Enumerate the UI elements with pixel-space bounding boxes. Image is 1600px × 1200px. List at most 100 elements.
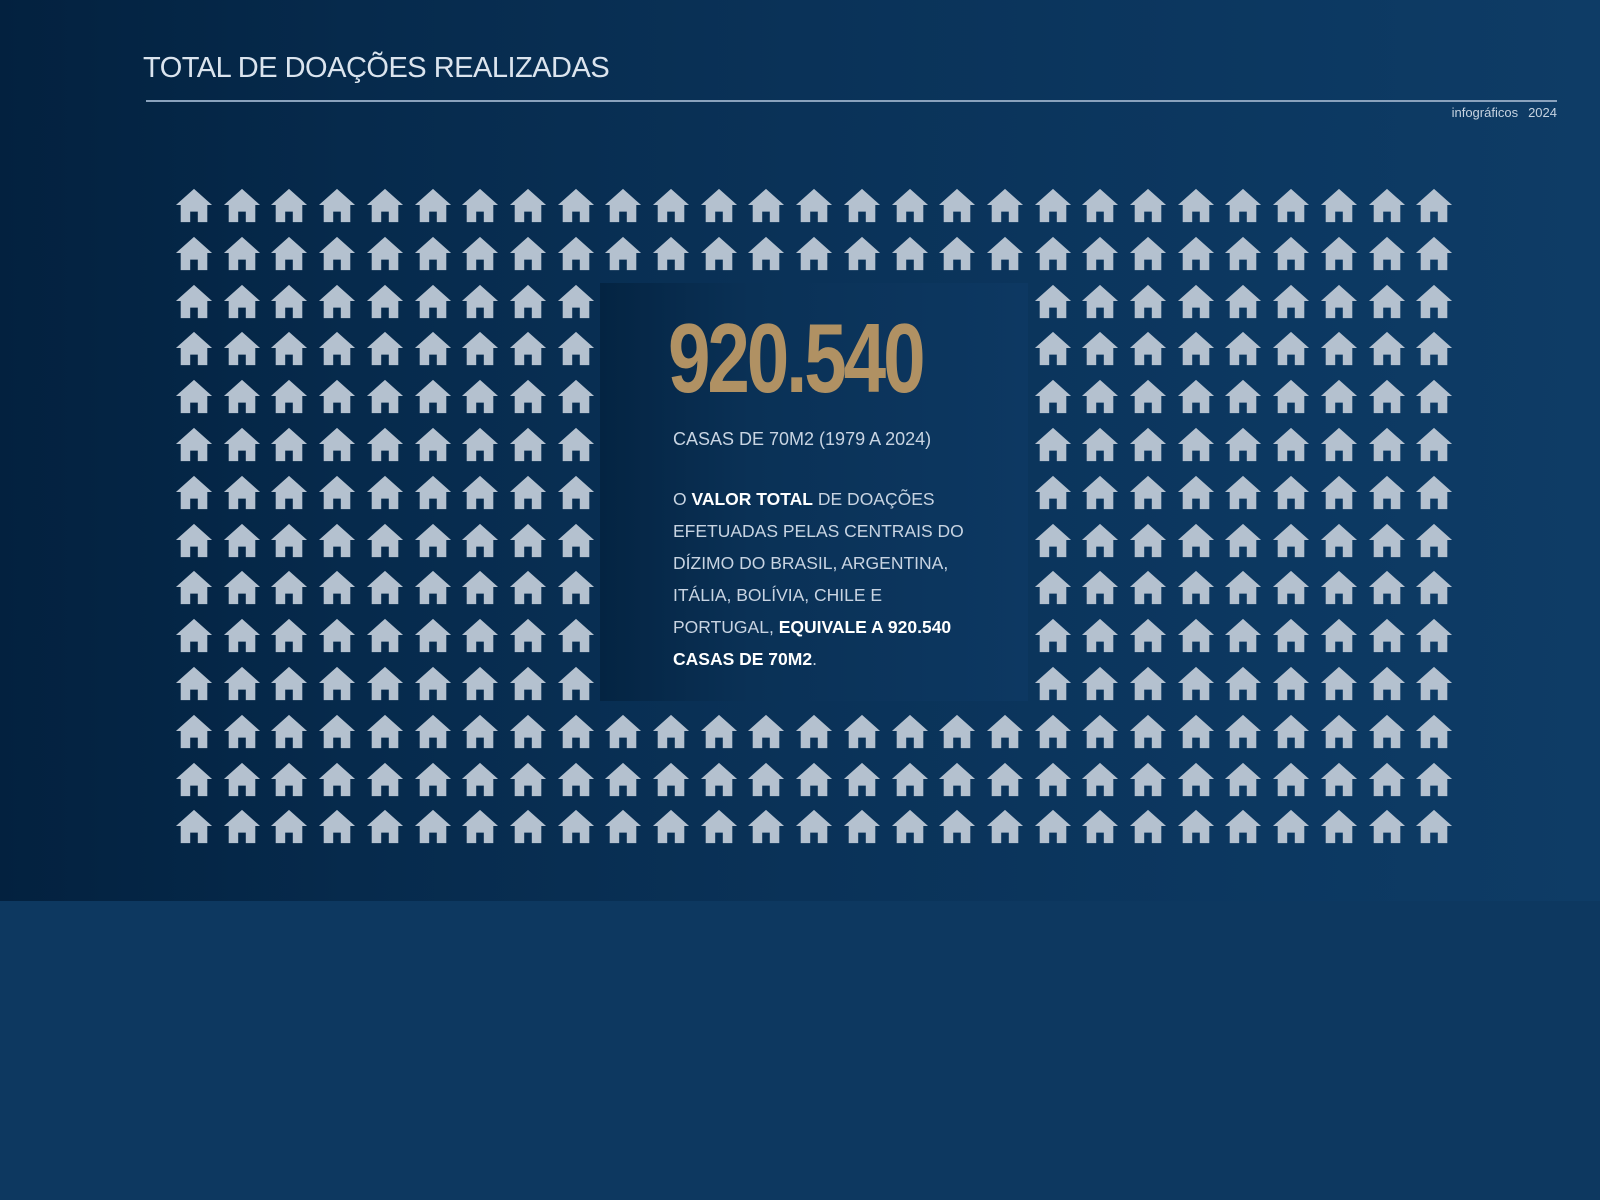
house-icon	[414, 473, 452, 511]
house-icon	[1177, 521, 1215, 559]
house-icon	[557, 521, 595, 559]
house-icon	[1272, 807, 1310, 845]
house-icon	[1415, 807, 1453, 845]
house-icon	[1129, 234, 1167, 272]
house-icon	[223, 712, 261, 750]
house-icon	[366, 234, 404, 272]
house-icon	[1129, 807, 1167, 845]
house-icon	[1129, 568, 1167, 606]
house-icon	[1320, 377, 1358, 415]
house-icon	[1272, 664, 1310, 702]
house-icon	[414, 760, 452, 798]
house-icon	[747, 760, 785, 798]
house-icon	[557, 234, 595, 272]
house-icon	[747, 712, 785, 750]
house-icon	[461, 807, 499, 845]
house-icon	[461, 616, 499, 654]
house-icon	[270, 712, 308, 750]
house-icon	[1272, 186, 1310, 224]
house-icon	[1129, 760, 1167, 798]
house-icon	[1415, 616, 1453, 654]
house-icon	[175, 186, 213, 224]
house-icon	[1368, 807, 1406, 845]
house-icon	[1081, 568, 1119, 606]
house-icon	[509, 473, 547, 511]
house-icon	[1081, 521, 1119, 559]
house-icon	[1368, 186, 1406, 224]
house-icon	[223, 807, 261, 845]
house-icon	[1081, 234, 1119, 272]
house-icon	[1177, 282, 1215, 320]
house-icon	[1081, 760, 1119, 798]
infographic-tag: infográficos 2024	[1452, 105, 1557, 120]
description-text: .	[812, 649, 817, 669]
house-icon	[270, 760, 308, 798]
page-title: TOTAL DE DOAÇÕES REALIZADAS	[143, 52, 610, 84]
house-icon	[318, 664, 356, 702]
house-icon	[1320, 425, 1358, 463]
house-icon	[509, 664, 547, 702]
house-icon	[1177, 425, 1215, 463]
house-icon	[414, 234, 452, 272]
house-icon	[461, 712, 499, 750]
house-icon	[557, 712, 595, 750]
house-icon	[1034, 186, 1072, 224]
house-icon	[1368, 234, 1406, 272]
house-icon	[1129, 282, 1167, 320]
house-icon	[223, 521, 261, 559]
house-icon	[652, 807, 690, 845]
house-icon	[1081, 807, 1119, 845]
house-icon	[700, 807, 738, 845]
house-icon	[1320, 234, 1358, 272]
house-icon	[414, 807, 452, 845]
house-icon	[1415, 568, 1453, 606]
house-icon	[175, 282, 213, 320]
house-icon	[557, 760, 595, 798]
house-icon	[652, 760, 690, 798]
house-icon	[318, 186, 356, 224]
house-icon	[366, 329, 404, 367]
house-icon	[1320, 760, 1358, 798]
house-icon	[461, 473, 499, 511]
house-icon	[1224, 616, 1262, 654]
house-icon	[270, 377, 308, 415]
house-icon	[986, 712, 1024, 750]
house-icon	[270, 664, 308, 702]
house-icon	[414, 282, 452, 320]
house-icon	[509, 425, 547, 463]
house-icon	[1177, 234, 1215, 272]
house-icon	[604, 760, 642, 798]
house-icon	[1320, 521, 1358, 559]
house-icon	[1129, 425, 1167, 463]
house-icon	[318, 807, 356, 845]
house-icon	[557, 329, 595, 367]
house-icon	[1177, 568, 1215, 606]
house-icon	[1272, 760, 1310, 798]
house-icon	[747, 807, 785, 845]
tag-year: 2024	[1528, 105, 1557, 120]
house-icon	[1224, 664, 1262, 702]
house-icon	[366, 521, 404, 559]
house-icon	[270, 473, 308, 511]
house-icon	[986, 807, 1024, 845]
house-icon	[175, 473, 213, 511]
house-icon	[700, 712, 738, 750]
house-icon	[366, 664, 404, 702]
house-icon	[318, 616, 356, 654]
house-icon	[175, 712, 213, 750]
house-icon	[223, 234, 261, 272]
house-icon	[318, 377, 356, 415]
house-icon	[318, 282, 356, 320]
house-icon	[318, 425, 356, 463]
house-icon	[1272, 377, 1310, 415]
house-icon	[1034, 568, 1072, 606]
house-icon	[1368, 425, 1406, 463]
house-icon	[1081, 616, 1119, 654]
house-icon	[461, 186, 499, 224]
house-icon	[843, 807, 881, 845]
house-icon	[986, 186, 1024, 224]
house-icon	[366, 425, 404, 463]
house-icon	[318, 521, 356, 559]
house-icon	[557, 807, 595, 845]
house-icon	[1081, 712, 1119, 750]
